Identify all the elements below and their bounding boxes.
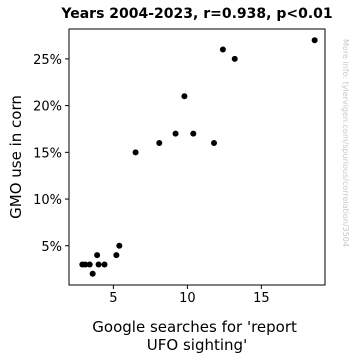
data-point xyxy=(211,139,218,146)
data-point xyxy=(181,93,188,100)
data-point xyxy=(190,130,197,137)
x-tick-label: 15 xyxy=(253,291,270,306)
y-axis-ticks: 5% 10% 15% 20% 25% xyxy=(33,53,69,255)
x-axis-label-line-1: Google searches for 'report xyxy=(92,318,297,336)
data-point xyxy=(95,261,102,268)
data-point xyxy=(89,270,96,277)
x-axis-label-line-2: UFO sighting' xyxy=(147,336,247,354)
x-axis-label: Google searches for 'report UFO sighting… xyxy=(92,318,301,354)
data-point xyxy=(132,149,139,156)
x-tick-label: 10 xyxy=(179,291,196,306)
chart-title: Years 2004-2023, r=0.938, p<0.01 xyxy=(60,6,332,22)
y-tick-label: 15% xyxy=(33,146,62,161)
data-point xyxy=(116,242,123,249)
y-tick-label: 10% xyxy=(33,193,62,208)
data-point xyxy=(172,130,179,137)
plot-area-frame xyxy=(68,28,326,286)
data-point xyxy=(231,55,238,62)
data-point xyxy=(82,261,89,268)
data-point xyxy=(86,261,93,268)
data-point xyxy=(219,46,226,53)
x-tick-label: 5 xyxy=(109,291,117,306)
data-point xyxy=(101,261,108,268)
data-point xyxy=(156,139,163,146)
x-axis-ticks: 5 10 15 xyxy=(109,285,270,306)
data-points xyxy=(79,37,318,277)
y-axis-label: GMO use in corn xyxy=(7,95,25,219)
data-point xyxy=(94,252,101,259)
data-point xyxy=(113,252,120,259)
y-tick-label: 20% xyxy=(33,100,62,115)
y-tick-label: 25% xyxy=(33,53,62,68)
watermark-text: More info: tylervigen.com/spurious/corre… xyxy=(341,39,349,247)
data-point xyxy=(311,37,318,44)
y-tick-label: 5% xyxy=(41,240,62,255)
